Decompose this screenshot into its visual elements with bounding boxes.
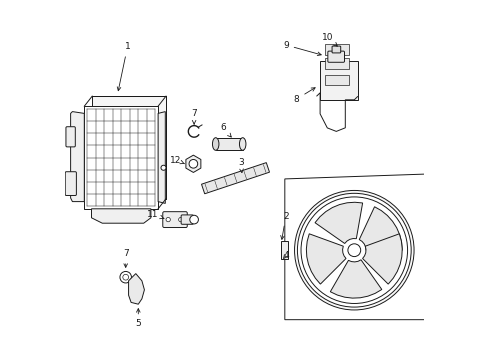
Circle shape [178,217,183,222]
FancyBboxPatch shape [281,241,288,259]
FancyBboxPatch shape [325,75,348,85]
Ellipse shape [212,138,219,150]
Circle shape [189,159,197,168]
Text: 3: 3 [238,158,244,173]
Text: 5: 5 [135,309,141,328]
FancyBboxPatch shape [327,51,344,62]
Text: 6: 6 [220,123,231,137]
FancyBboxPatch shape [215,138,242,150]
FancyBboxPatch shape [331,46,340,53]
FancyBboxPatch shape [92,96,166,199]
FancyBboxPatch shape [325,44,348,55]
Polygon shape [201,163,269,194]
Circle shape [161,165,166,170]
FancyBboxPatch shape [320,61,357,100]
Text: 4: 4 [283,251,288,260]
Text: 8: 8 [293,88,314,104]
Circle shape [297,193,410,307]
Polygon shape [158,112,165,203]
Circle shape [294,190,413,310]
Polygon shape [330,260,381,298]
Text: 7: 7 [191,109,197,124]
FancyBboxPatch shape [431,240,442,250]
Circle shape [347,244,360,257]
FancyBboxPatch shape [181,215,193,224]
Text: 11: 11 [147,210,163,219]
Text: 2: 2 [280,212,288,239]
Polygon shape [185,155,201,172]
Polygon shape [306,234,346,284]
FancyBboxPatch shape [426,182,436,192]
FancyBboxPatch shape [66,127,75,147]
FancyBboxPatch shape [163,212,187,228]
Circle shape [189,215,198,224]
Circle shape [120,271,131,283]
Ellipse shape [239,138,245,150]
Polygon shape [314,202,362,243]
FancyBboxPatch shape [325,58,348,69]
Polygon shape [70,112,84,202]
Text: 12: 12 [170,156,184,165]
Circle shape [122,274,128,280]
Polygon shape [359,207,402,250]
Text: 1: 1 [117,42,130,91]
Circle shape [166,217,170,222]
FancyBboxPatch shape [65,172,76,195]
Text: 7: 7 [122,249,128,267]
Circle shape [301,197,407,303]
Text: 10: 10 [322,33,337,46]
Polygon shape [91,209,151,223]
Polygon shape [128,274,144,304]
Polygon shape [284,174,445,320]
Polygon shape [362,234,402,284]
FancyBboxPatch shape [84,106,158,209]
Text: 9: 9 [283,41,321,55]
